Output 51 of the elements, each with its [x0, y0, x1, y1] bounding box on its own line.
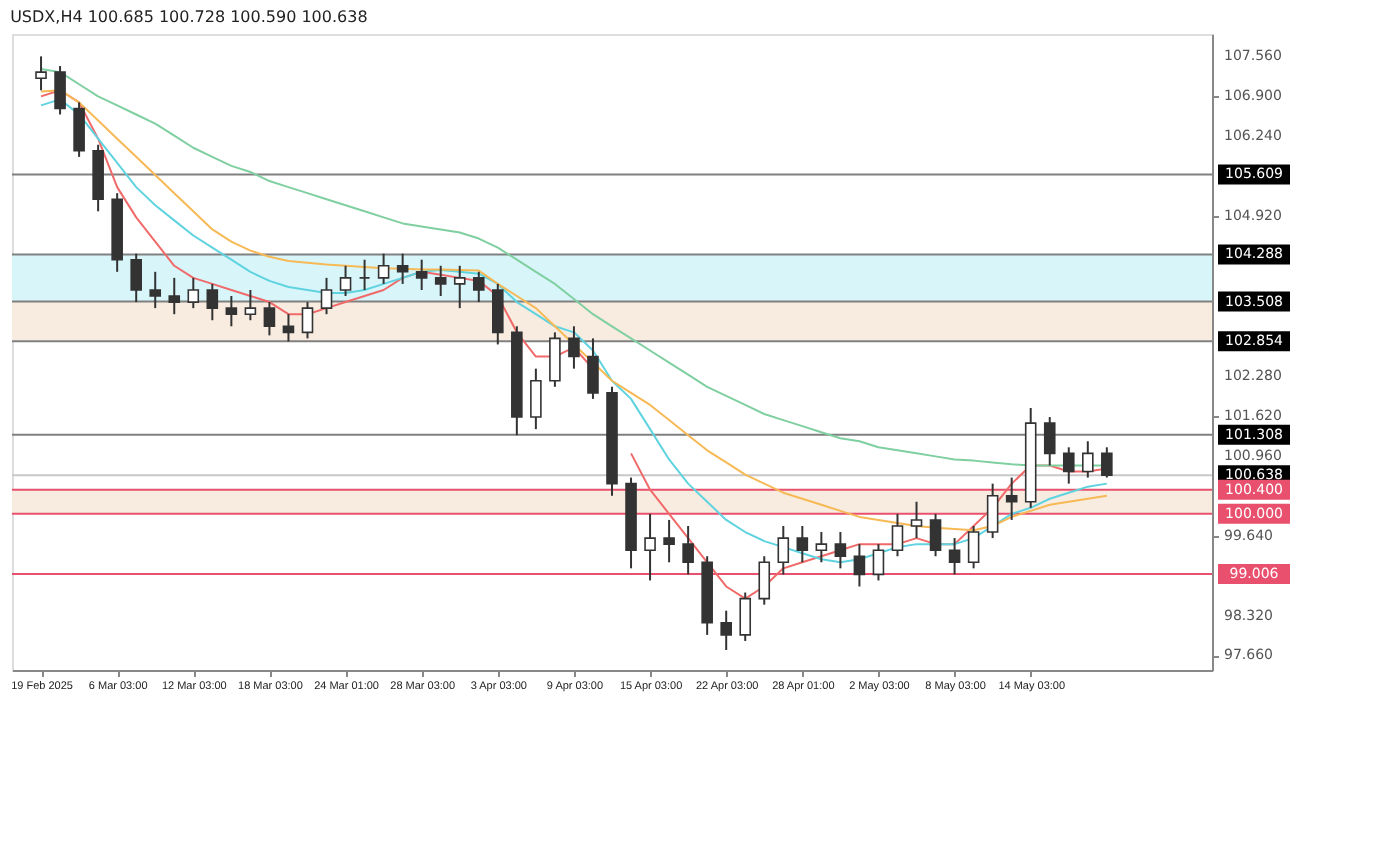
- candlestick: [720, 609, 732, 652]
- candlestick: [644, 512, 656, 582]
- candlestick: [1043, 416, 1056, 467]
- candlestick: [587, 337, 599, 400]
- candlestick: [339, 264, 352, 298]
- candlestick: [1005, 476, 1018, 521]
- candlestick: [244, 288, 257, 322]
- candlestick: [206, 282, 219, 322]
- candlestick: [796, 524, 809, 564]
- candlestick: [663, 518, 675, 564]
- candlestick: [530, 367, 542, 431]
- candlestick: [948, 537, 961, 576]
- candlestick: [434, 264, 447, 298]
- candlestick: [453, 264, 466, 310]
- candlestick: [73, 101, 85, 158]
- candlestick: [1082, 440, 1094, 479]
- candlestick: [492, 282, 504, 346]
- candlestick: [54, 65, 66, 116]
- candlestick: [549, 331, 561, 388]
- candlestick: [187, 276, 200, 310]
- candlestick: [377, 252, 390, 285]
- chart-title: USDX,H4 100.685 100.728 100.590 100.638: [10, 8, 368, 26]
- candlestick: [834, 531, 847, 570]
- candlestick: [891, 512, 904, 558]
- candlestick: [130, 252, 142, 304]
- candlestick: [872, 543, 885, 582]
- candlestick: [910, 500, 923, 540]
- candlestick: [168, 276, 181, 316]
- candlestick: [282, 313, 295, 343]
- candlestick: [758, 555, 771, 606]
- candlestick: [986, 482, 999, 540]
- candlestick: [777, 524, 790, 576]
- candlestick: [263, 301, 276, 337]
- candlestick: [35, 55, 47, 92]
- candlestick: [967, 524, 980, 570]
- candlestick: [815, 531, 828, 564]
- candlestick: [929, 512, 942, 558]
- candlestick: [415, 258, 428, 291]
- candlestick: [301, 301, 314, 340]
- candlestick: [396, 252, 409, 285]
- candlestick: [358, 258, 371, 291]
- candlestick: [1062, 446, 1075, 485]
- candlestick: [853, 543, 866, 588]
- candlestick: [682, 524, 694, 576]
- candlestick: [472, 270, 485, 304]
- candlestick: [739, 591, 752, 642]
- candlestick: [149, 270, 162, 310]
- candlestick: [320, 276, 333, 316]
- candlestick: [568, 325, 580, 370]
- candlestick: [1101, 446, 1113, 479]
- candlestick: [225, 295, 238, 328]
